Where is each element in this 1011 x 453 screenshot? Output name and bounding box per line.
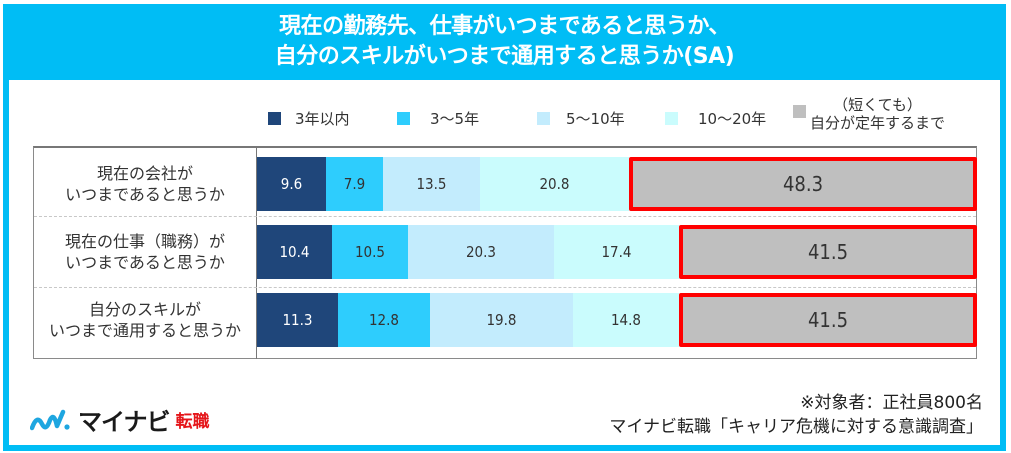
bar-segment-until-retirement: 41.5 (679, 225, 977, 279)
legend-label: 3年以内 (295, 110, 350, 128)
legend-item-3-5-years: 3〜5年 (397, 108, 479, 129)
chart-title: 現在の勤務先、仕事がいつまであると思うか、 自分のスキルがいつまで通用すると思う… (3, 4, 1006, 80)
source-note: マイナビ転職「キャリア危機に対する意識調査」 (609, 417, 983, 437)
legend-item-5-10-years: 5〜10年 (537, 108, 625, 129)
legend-item-until-retirement: （短くても） 自分が定年するまで (793, 96, 945, 132)
bar-segment-10-20-years: 17.4 (554, 225, 679, 279)
bar-segment-3-5-years: 10.5 (332, 225, 408, 279)
bar-segment-3-5-years: 7.9 (326, 157, 383, 211)
row-divider (34, 287, 976, 288)
legend-label: 10〜20年 (698, 110, 767, 128)
logo-brand-text: マイナビ (78, 408, 171, 436)
mynavi-wave-icon (30, 409, 70, 430)
legend-swatch (537, 112, 550, 125)
mynavi-tenshoku-logo: マイナビ 転職 (30, 402, 210, 437)
legend-swatch (397, 112, 410, 125)
respondents-note: ※対象者：正社員800名 (800, 393, 983, 413)
row-label-current-job: 現在の仕事（職務）が いつまであると思うか (64, 232, 225, 272)
bar-segment-5-10-years: 13.5 (383, 157, 480, 211)
bar-segment-10-20-years: 14.8 (573, 293, 679, 347)
bar-segment-within-3-years: 9.6 (257, 157, 326, 211)
legend-label: （短くても） 自分が定年するまで (810, 96, 946, 132)
legend-label: 3〜5年 (430, 110, 480, 128)
title-line-2: 自分のスキルがいつまで通用すると思うか(SA) (274, 44, 735, 69)
bar-segment-5-10-years: 19.8 (430, 293, 573, 347)
legend-swatch (665, 112, 678, 125)
bar-segment-within-3-years: 10.4 (257, 225, 332, 279)
legend-item-10-20-years: 10〜20年 (665, 108, 766, 129)
bar-segment-until-retirement: 48.3 (629, 157, 977, 211)
bar-segment-5-10-years: 20.3 (408, 225, 554, 279)
row-label-current-company: 現在の会社が いつまであると思うか (65, 164, 225, 204)
bar-segment-10-20-years: 20.8 (480, 157, 629, 211)
bar-segment-within-3-years: 11.3 (257, 293, 338, 347)
bar-own-skills: 11.3 12.8 19.8 14.8 41.5 (257, 293, 977, 347)
row-divider (34, 216, 976, 217)
legend: 3年以内 3〜5年 5〜10年 10〜20年 （短くても） 自分が定年するまで (0, 96, 1011, 138)
bar-current-company: 9.6 7.9 13.5 20.8 48.3 (257, 157, 977, 211)
legend-label: 5〜10年 (566, 110, 625, 128)
row-label-own-skills: 自分のスキルが いつまで通用すると思うか (48, 300, 241, 340)
legend-swatch (268, 112, 281, 125)
legend-swatch (793, 105, 806, 118)
bar-segment-until-retirement: 41.5 (679, 293, 977, 347)
legend-item-within-3-years: 3年以内 (268, 108, 350, 129)
category-axis-line (256, 146, 257, 359)
title-line-1: 現在の勤務先、仕事がいつまであると思うか、 (279, 14, 730, 39)
logo-sub-text: 転職 (175, 412, 210, 432)
bar-segment-3-5-years: 12.8 (338, 293, 430, 347)
bar-current-job: 10.4 10.5 20.3 17.4 41.5 (257, 225, 977, 279)
